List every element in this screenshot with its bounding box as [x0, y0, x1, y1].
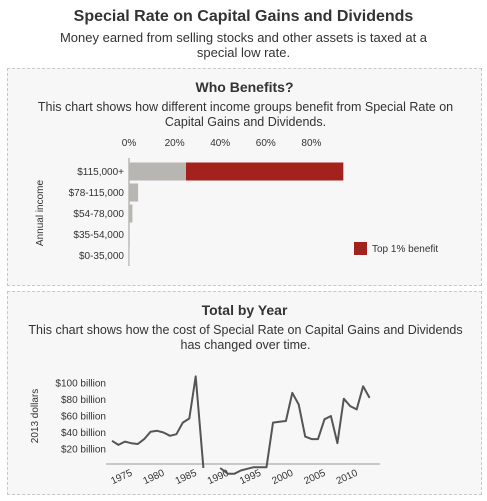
page-subtitle: Money earned from selling stocks and oth…	[59, 30, 428, 60]
y-axis-label: 2013 dollars	[30, 389, 41, 443]
y-tick-label: $80 billion	[61, 395, 106, 406]
y-axis-label: Annual income	[35, 179, 46, 246]
x-tick-label: 1980	[142, 468, 167, 488]
category-label: $54-78,000	[73, 209, 124, 220]
x-tick-label: 2010	[335, 468, 360, 488]
total-by-year-panel: Total by Year This chart shows how the c…	[7, 291, 482, 495]
total-by-year-title: Total by Year	[201, 302, 288, 318]
x-tick-label: 20%	[165, 138, 185, 149]
x-tick-label: 80%	[301, 138, 321, 149]
who-benefits-title: Who Benefits?	[195, 79, 294, 95]
page-title: Special Rate on Capital Gains and Divide…	[73, 8, 414, 25]
who-benefits-description: This chart shows how different income gr…	[37, 100, 454, 129]
bar-segment-total	[129, 162, 186, 181]
category-label: $115,000+	[77, 167, 124, 178]
who-benefits-panel: Who Benefits? This chart shows how diffe…	[7, 68, 482, 286]
who-benefits-chart: 0% 20% 40% 60% 80% Annual income $115,000+ $78-…	[35, 138, 438, 266]
total-by-year-description: This chart shows how the cost of Special…	[28, 323, 463, 352]
x-tick-label: 2000	[270, 468, 295, 488]
legend-label: Top 1% benefit	[372, 244, 438, 255]
y-tick-label: $100 billion	[55, 379, 106, 390]
category-label: $0-35,000	[79, 251, 124, 262]
y-tick-label: $20 billion	[61, 445, 106, 456]
bar-segment-total	[129, 204, 133, 223]
total-line-series	[219, 385, 371, 475]
x-tick-label: 60%	[256, 138, 276, 149]
category-label: $35-54,000	[73, 230, 124, 241]
y-tick-label: $60 billion	[61, 412, 106, 423]
x-tick-label: 1975	[109, 468, 134, 488]
bar-segment-total	[129, 225, 130, 244]
total-by-year-chart: 2013 dollars $20 billion $40 billion $60 bi…	[30, 375, 380, 488]
bar-segment-top1	[186, 162, 344, 181]
x-tick-label: 2005	[303, 468, 328, 488]
x-tick-label: 0%	[122, 138, 137, 149]
y-tick-label: $40 billion	[61, 428, 106, 439]
bar-segment-total	[129, 183, 139, 202]
x-tick-label: 40%	[210, 138, 230, 149]
x-tick-label: 1985	[174, 468, 199, 488]
category-label: $78-115,000	[69, 188, 125, 199]
total-line-series	[111, 375, 205, 469]
x-tick-label: 1990	[206, 468, 231, 488]
legend-swatch	[354, 242, 367, 255]
